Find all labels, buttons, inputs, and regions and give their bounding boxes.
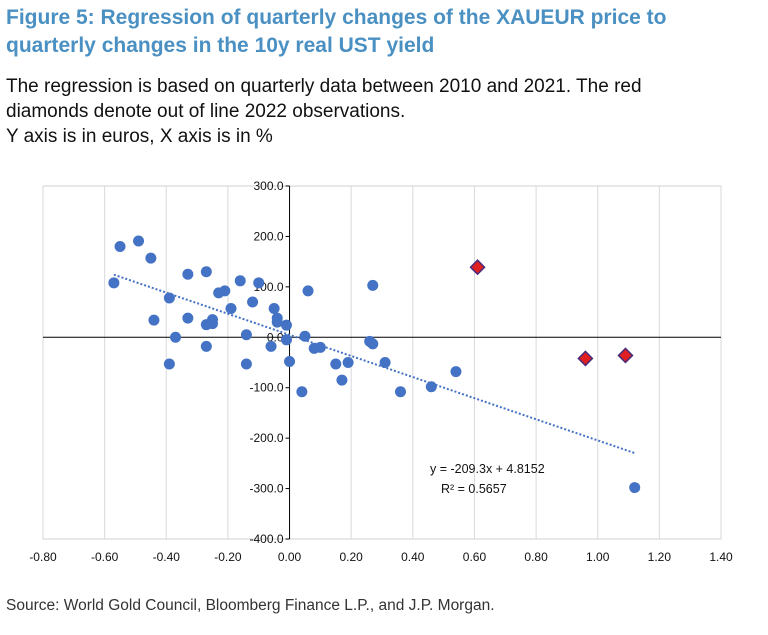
data-point [299, 330, 311, 342]
data-point [330, 358, 342, 370]
data-point [394, 386, 406, 398]
y-tick-label: -300.0 [250, 482, 284, 496]
data-point [240, 358, 252, 370]
y-tick-label: 300.0 [254, 179, 284, 193]
data-point [163, 358, 175, 370]
x-tick-label: 0.40 [401, 550, 425, 564]
trendline [113, 273, 636, 455]
x-tick-label: -0.20 [214, 550, 242, 564]
data-point [268, 303, 280, 315]
data-point [271, 316, 283, 328]
x-tick-label: 0.60 [463, 550, 487, 564]
x-tick-label: 0.00 [278, 550, 302, 564]
data-point [133, 235, 145, 247]
source-note: Source: World Gold Council, Bloomberg Fi… [6, 597, 495, 614]
data-point [302, 285, 314, 297]
y-tick-label: 0.0 [267, 330, 284, 344]
trendline-equation: y = -209.3x + 4.8152 [430, 462, 545, 476]
data-point [296, 386, 308, 398]
description-line-1: The regression is based on quarterly dat… [6, 76, 642, 97]
x-tick-label: 1.00 [586, 550, 610, 564]
r-squared-label: R² = 0.5657 [441, 482, 507, 496]
data-point [170, 331, 182, 343]
diamond-point-2022 [577, 350, 594, 367]
data-point [200, 266, 212, 278]
trendline-group [113, 273, 636, 455]
data-point [314, 341, 326, 353]
tick-labels: -400.0-300.0-200.0-100.00.0100.0200.0300… [29, 179, 733, 564]
data-point [280, 334, 292, 346]
data-point [240, 329, 252, 341]
data-point [367, 279, 379, 291]
y-tick-label: -200.0 [250, 431, 284, 445]
y-tick-label: -100.0 [250, 381, 284, 395]
y-tick-label: 200.0 [254, 229, 284, 243]
x-tick-label: 1.40 [709, 550, 733, 564]
x-tick-label: -0.60 [91, 550, 119, 564]
data-point [207, 318, 218, 330]
data-point [148, 314, 160, 326]
data-point [284, 355, 296, 367]
x-tick-label: -0.40 [153, 550, 181, 564]
data-point [234, 275, 246, 287]
data-point [336, 374, 348, 386]
data-point [425, 381, 437, 393]
data-point [629, 482, 641, 494]
scatter-chart: -400.0-300.0-200.0-100.00.0100.0200.0300… [29, 179, 733, 564]
data-points [108, 235, 641, 494]
data-point [145, 252, 157, 264]
data-point [280, 319, 292, 331]
data-point [163, 292, 175, 304]
data-point [200, 340, 212, 352]
data-point [219, 285, 231, 297]
data-point [253, 277, 265, 289]
data-point [450, 366, 462, 378]
data-point [367, 338, 379, 350]
data-point [342, 357, 354, 368]
data-point [182, 312, 194, 324]
data-point [265, 340, 277, 352]
data-point [247, 296, 259, 308]
x-tick-label: 1.20 [648, 550, 672, 564]
description-line-2: diamonds denote out of line 2022 observa… [6, 101, 406, 122]
data-point [114, 241, 126, 253]
description-line-3: Y axis is in euros, X axis is in % [6, 126, 273, 147]
x-tick-label: 0.20 [340, 550, 364, 564]
diamond-point-2022 [469, 259, 486, 276]
data-point [108, 277, 120, 289]
diamond-point-2022 [617, 347, 634, 364]
figure-title: Figure 5: Regression of quarterly change… [6, 6, 667, 57]
x-tick-label: 0.80 [524, 550, 548, 564]
x-tick-label: -0.80 [29, 550, 57, 564]
data-point [225, 303, 237, 315]
data-point [379, 357, 391, 368]
figure-description: The regression is based on quarterly dat… [6, 74, 762, 149]
data-point [182, 268, 194, 280]
gridlines [42, 186, 722, 539]
y-tick-label: -400.0 [250, 532, 284, 546]
